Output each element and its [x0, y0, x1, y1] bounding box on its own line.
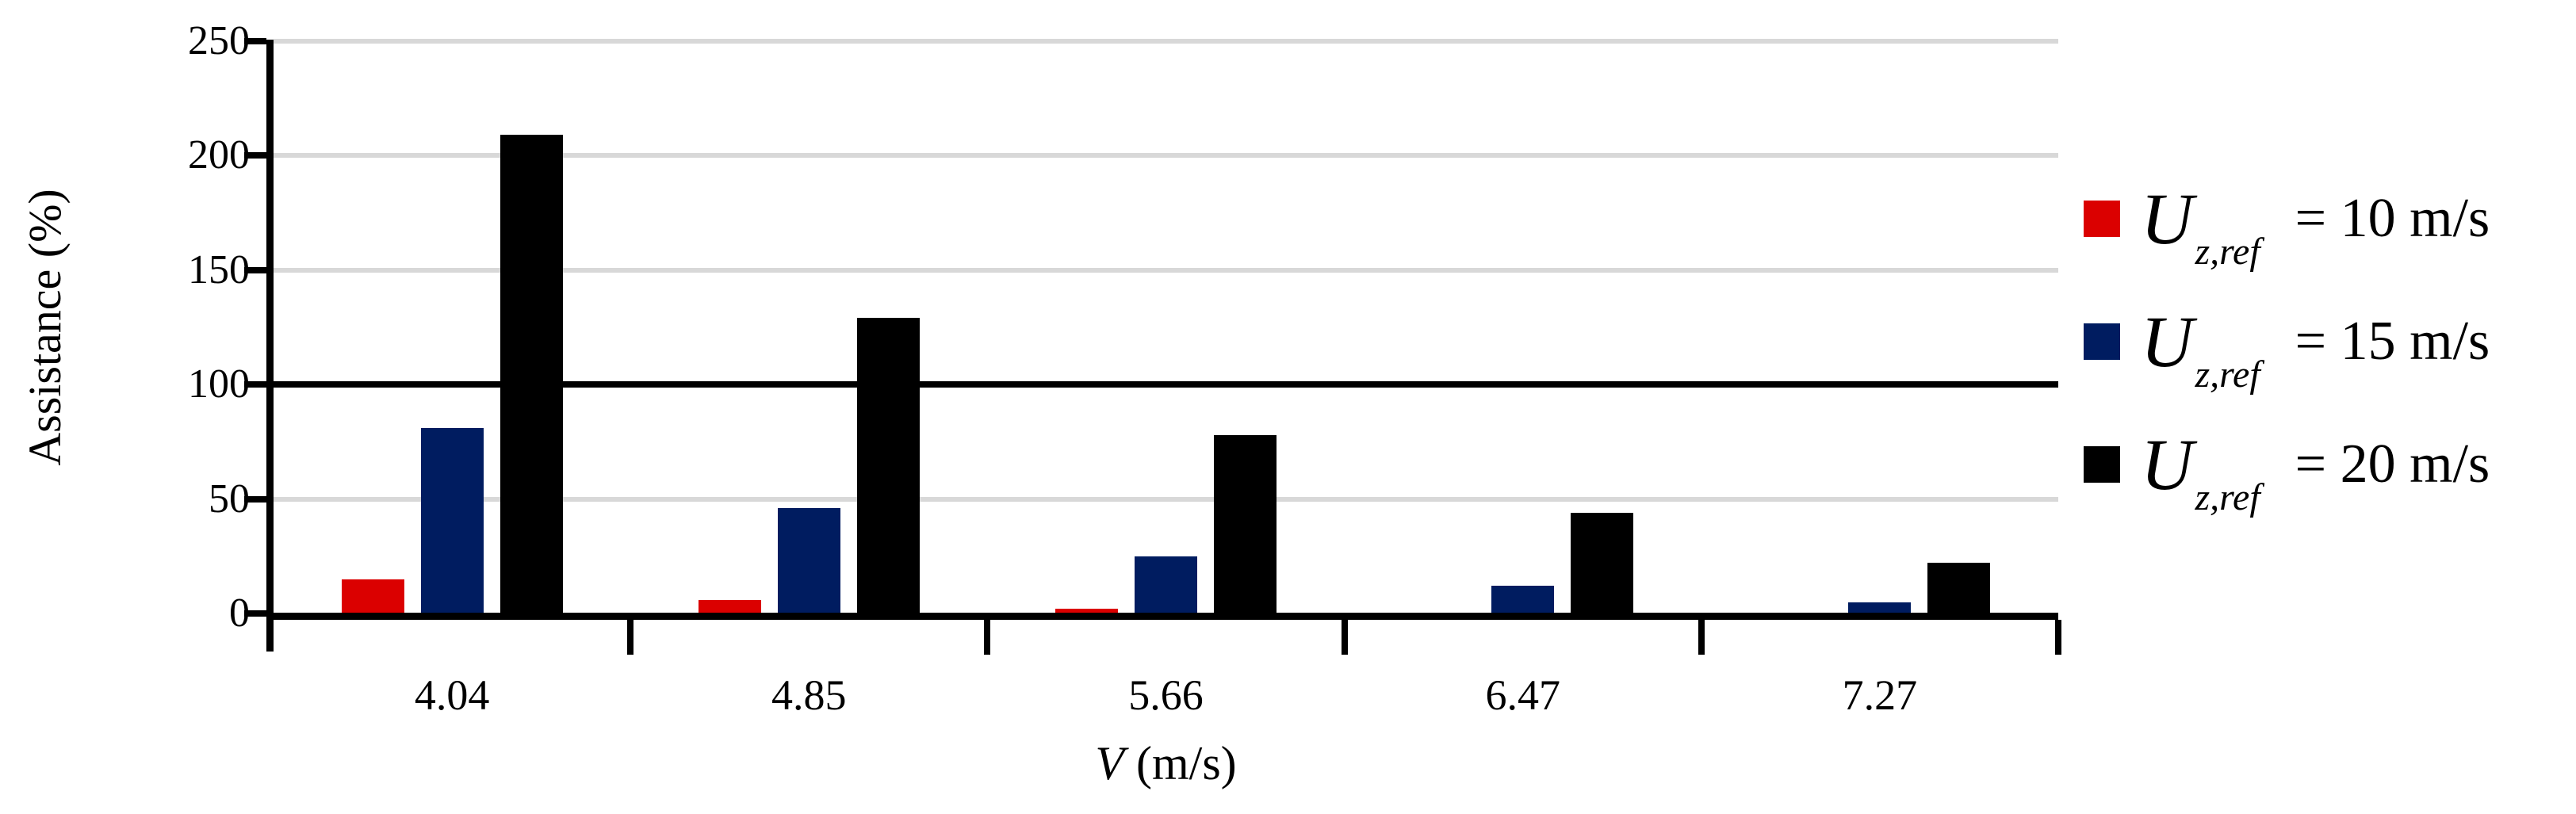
y-axis-tick [244, 495, 266, 503]
y-axis-tick [244, 152, 266, 159]
bar-series2-cat1 [420, 428, 484, 613]
y-axis-tick [244, 38, 266, 44]
x-axis-title: V (m/s) [849, 736, 1483, 791]
y-tick-label: 50 [209, 476, 250, 522]
x-category-label: 6.47 [1485, 671, 1560, 719]
y-axis-line [266, 40, 274, 652]
legend-swatch [2084, 323, 2120, 360]
x-axis-tick [2055, 620, 2061, 655]
y-tick-label: 200 [188, 132, 250, 178]
bar-series3-cat4 [1571, 512, 1634, 613]
bar-series3-cat5 [1927, 563, 1991, 613]
x-axis-tick [1698, 620, 1705, 655]
legend-series-value: = 10 m/s [2295, 188, 2490, 249]
bar-series1-cat1 [341, 579, 404, 613]
y-axis-title: Assistance (%) [19, 189, 71, 466]
y-tick-label: 150 [188, 246, 250, 292]
bar-series3-cat2 [856, 318, 920, 613]
bar-series2-cat4 [1491, 586, 1555, 613]
legend-series-value: = 20 m/s [2295, 434, 2490, 495]
x-category-label: 7.27 [1842, 671, 1918, 719]
x-category-label: 4.04 [414, 671, 490, 719]
x-axis-title-units: (m/s) [1136, 737, 1237, 789]
x-axis-tick [984, 620, 991, 655]
y-axis-tick [244, 610, 266, 617]
x-category-label: 4.85 [771, 671, 847, 719]
legend-series-subscript: z,ref [2195, 353, 2260, 396]
y-tick-label: 0 [229, 590, 250, 636]
y-tick-label: 250 [188, 18, 250, 63]
legend-series-variable: Uz,ref [2141, 424, 2260, 518]
bar-series2-cat2 [777, 508, 840, 613]
gridline [274, 267, 2058, 273]
gridline [274, 153, 2058, 159]
x-axis-title-variable: V [1095, 737, 1124, 789]
y-tick-label: 100 [188, 361, 250, 407]
bar-series1-cat3 [1055, 609, 1118, 613]
bar-series2-cat5 [1848, 602, 1912, 613]
legend-series-variable: Uz,ref [2141, 301, 2260, 396]
legend-series-subscript: z,ref [2195, 476, 2260, 518]
bar-series3-cat3 [1214, 434, 1277, 613]
legend-item: Uz,ref = 10 m/s [2084, 167, 2576, 273]
bar-series3-cat1 [500, 135, 563, 613]
legend-swatch [2084, 446, 2120, 483]
gridline [274, 496, 2058, 502]
x-axis-tick [627, 620, 634, 655]
legend-item: Uz,ref = 20 m/s [2084, 413, 2576, 518]
bar-series1-cat2 [698, 599, 761, 613]
y-axis-tick [244, 266, 266, 273]
legend-series-variable: Uz,ref [2141, 178, 2260, 273]
reference-gridline-100 [274, 381, 2058, 388]
legend-series-value: = 15 m/s [2295, 311, 2490, 372]
x-axis-tick [1341, 620, 1348, 655]
x-axis-line [266, 613, 2058, 620]
legend-item: Uz,ref = 15 m/s [2084, 290, 2576, 396]
legend-swatch [2084, 201, 2120, 237]
gridline [274, 39, 2058, 44]
y-axis-tick [244, 381, 266, 388]
bar-series2-cat3 [1135, 556, 1197, 613]
legend-series-subscript: z,ref [2195, 231, 2260, 273]
x-category-label: 5.66 [1128, 671, 1204, 719]
